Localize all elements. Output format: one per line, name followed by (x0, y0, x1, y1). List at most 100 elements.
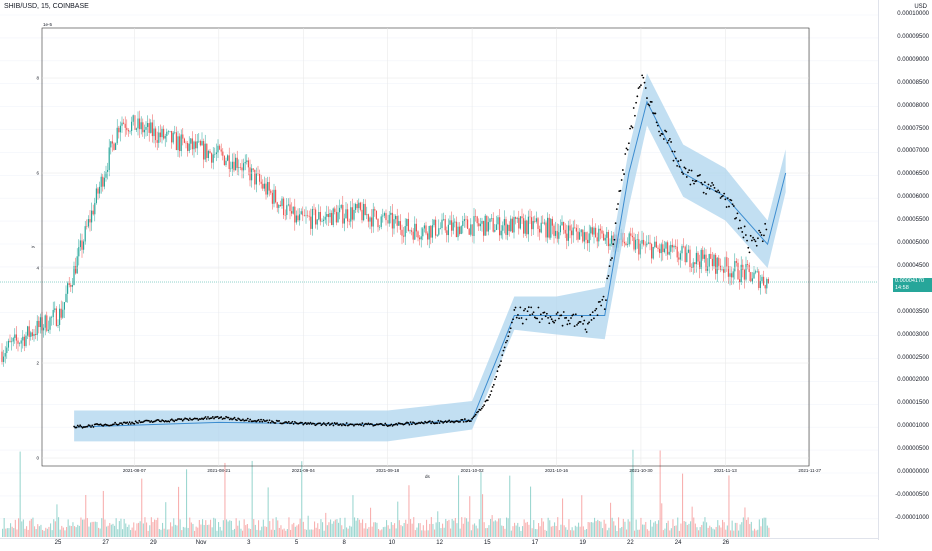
candle (451, 211, 453, 237)
volume-bar (219, 526, 221, 537)
volume-bar (14, 519, 16, 537)
candle (446, 226, 448, 243)
actual-point (473, 415, 476, 418)
actual-point (607, 275, 610, 277)
volume-bar (518, 526, 520, 537)
candle (548, 213, 550, 240)
price-tick: 0.00007000 (897, 148, 929, 155)
candle (537, 216, 539, 237)
candle (134, 115, 136, 130)
price-tick: -0.00001000 (895, 514, 929, 521)
chart-area[interactable]: 2021-08-07 2021-08-21 2021-09-04 2021-09-18… (0, 0, 878, 538)
actual-point (636, 95, 639, 98)
volume-bar (733, 530, 735, 537)
candle (700, 248, 702, 274)
candle (711, 251, 713, 271)
time-scale[interactable]: 25 27 29 Nov 3 5 8 10 12 15 17 19 22 24 26 (0, 538, 878, 551)
volume-bar (462, 523, 464, 537)
candle (611, 230, 613, 247)
actual-point (186, 418, 189, 421)
volume-bar (341, 525, 343, 537)
volume-bar (555, 525, 557, 537)
volume-bar (371, 526, 373, 537)
volume-bar (338, 522, 340, 537)
actual-point (667, 139, 670, 142)
candle (582, 229, 584, 244)
candle (28, 320, 30, 346)
price-scale[interactable]: USD 0.00010000 0.00009500 0.00009000 0.0000… (878, 0, 932, 540)
candle (71, 278, 73, 294)
candle (542, 215, 544, 224)
volume-bar (230, 520, 232, 537)
actual-point (577, 322, 580, 325)
volume-bar (614, 525, 616, 537)
candle (625, 241, 627, 246)
candle (580, 229, 582, 237)
actual-point (605, 299, 607, 302)
candle (313, 203, 315, 216)
actual-point (688, 169, 691, 172)
volume-bar (208, 524, 210, 537)
actual-point (160, 420, 162, 423)
actual-point (471, 417, 473, 420)
candle (603, 230, 605, 241)
candle (94, 197, 96, 222)
volume-bar (130, 530, 132, 537)
volume-bar (178, 486, 180, 537)
candle (132, 114, 134, 126)
actual-point (531, 313, 534, 316)
actual-point (249, 418, 252, 421)
candle (111, 134, 113, 152)
volume-bar (298, 524, 300, 537)
volume-bar (333, 521, 335, 537)
actual-point (726, 197, 729, 199)
volume-bar (418, 523, 420, 537)
volume-bar (189, 517, 191, 537)
volume-bar (299, 518, 301, 537)
volume-bar (413, 517, 415, 537)
volume-bar (478, 519, 480, 537)
candle (252, 168, 254, 172)
candle (590, 225, 592, 241)
candle (75, 257, 77, 275)
volume-bar (755, 530, 757, 537)
volume-bar (395, 528, 397, 537)
actual-point (595, 307, 598, 310)
candle (299, 208, 301, 226)
candle (33, 329, 35, 342)
volume-bar (125, 523, 127, 537)
volume-bar (419, 523, 421, 537)
volume-bar (120, 518, 122, 537)
volume-bar (331, 523, 333, 537)
volume-bar (494, 520, 496, 537)
candle (719, 258, 721, 273)
y-tick-label: 6 (36, 171, 39, 176)
actual-point (413, 422, 416, 424)
candle (371, 209, 373, 234)
candle (83, 239, 85, 254)
candle (491, 213, 493, 222)
symbol-title[interactable]: SHIB/USD, 15, COINBASE (4, 3, 89, 10)
volume-bar (256, 529, 258, 537)
volume-bar (626, 529, 628, 537)
volume-bar (594, 517, 596, 537)
actual-point (630, 125, 633, 128)
volume-bar (139, 521, 141, 537)
actual-point (436, 422, 439, 425)
volume-bar (330, 519, 332, 537)
candle (566, 224, 568, 250)
candle (257, 165, 259, 176)
actual-point (396, 424, 399, 426)
actual-point (655, 121, 658, 124)
actual-point (327, 422, 330, 424)
actual-point (469, 420, 472, 423)
actual-point (507, 335, 510, 338)
actual-point (486, 399, 489, 402)
volume-bar (710, 527, 712, 537)
actual-point (506, 339, 508, 342)
volume-bar (334, 519, 336, 537)
candle (57, 319, 59, 328)
candle (19, 342, 21, 347)
actual-point (603, 308, 606, 311)
volume-bar (664, 528, 666, 537)
